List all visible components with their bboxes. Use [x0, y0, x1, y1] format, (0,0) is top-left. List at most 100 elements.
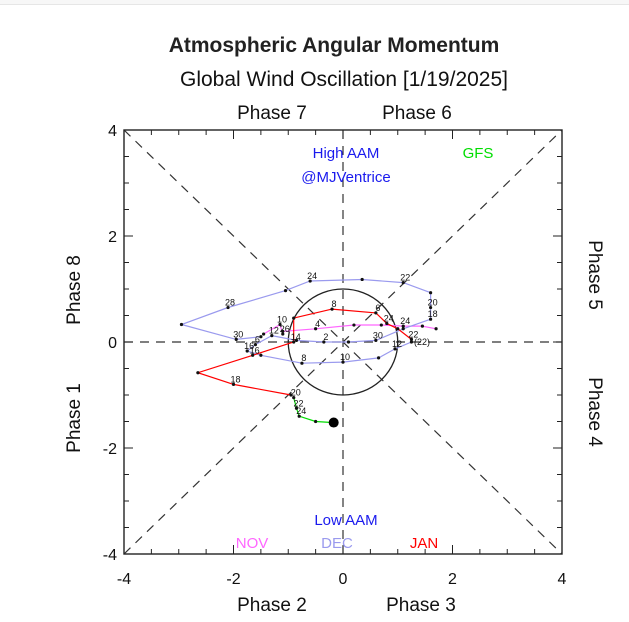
data-label: 24 — [400, 316, 410, 326]
data-point — [314, 327, 318, 331]
data-label: 14 — [291, 332, 301, 342]
data-point — [420, 324, 424, 328]
phase-4-label: Phase 4 — [584, 377, 605, 447]
data-point — [281, 329, 285, 333]
data-point — [283, 288, 288, 293]
data-point — [393, 347, 397, 351]
data-label: 8 — [332, 299, 337, 309]
phase-8-label: Phase 8 — [64, 255, 85, 325]
data-point — [226, 305, 230, 310]
y-tick-label: 4 — [108, 123, 117, 140]
data-point — [292, 340, 296, 344]
current-position-marker — [328, 417, 339, 428]
data-point — [308, 279, 312, 283]
data-label: 16 — [244, 341, 254, 351]
data-point — [352, 323, 356, 327]
y-tick-label: -2 — [103, 441, 117, 458]
data-label: 4 — [315, 319, 320, 329]
data-point — [253, 343, 257, 347]
data-point — [429, 317, 433, 321]
data-label: 6 — [255, 335, 260, 345]
data-label: 28 — [225, 298, 235, 308]
high-aam-label: High AAM — [313, 145, 380, 162]
data-point — [434, 327, 438, 331]
data-label: 12 — [269, 326, 279, 336]
data-point — [401, 327, 405, 331]
data-point — [281, 332, 285, 336]
forecast-mark: (22) — [414, 337, 430, 347]
window-top-border — [0, 0, 629, 5]
data-label: 16 — [250, 345, 260, 355]
data-point — [374, 338, 378, 343]
data-point — [401, 281, 405, 285]
chart-subtitle: Global Wind Oscillation [1/19/2025] — [180, 68, 508, 91]
data-point — [294, 338, 299, 343]
gfs-label: GFS — [463, 145, 494, 162]
data-point — [259, 335, 263, 339]
data-point — [409, 337, 414, 341]
data-label: 24 — [296, 406, 306, 416]
x-tick-label: 2 — [448, 571, 457, 588]
series-line-nov — [263, 323, 437, 335]
data-label: 10 — [277, 315, 287, 325]
chart-title: Atmospheric Angular Momentum — [169, 34, 500, 57]
data-point — [289, 393, 293, 397]
handle-label: @MJVentrice — [301, 169, 390, 186]
x-tick-label: -4 — [117, 571, 131, 588]
data-point — [251, 353, 255, 357]
data-label: 12 — [392, 339, 402, 349]
data-label: 26 — [280, 324, 290, 334]
data-label: 24 — [384, 313, 394, 323]
data-point — [292, 316, 296, 320]
data-point — [259, 353, 263, 357]
data-label: 20 — [428, 298, 438, 308]
data-point — [262, 332, 266, 336]
phase-3-label: Phase 3 — [386, 595, 456, 616]
data-point — [196, 371, 200, 375]
axis-tick-labels: -4 -2 0 2 4 4 2 0 -2 -4 — [103, 123, 567, 588]
data-point — [401, 324, 405, 328]
data-label: 6 — [375, 303, 380, 313]
data-label: 24 — [307, 271, 317, 281]
data-point — [330, 307, 334, 311]
data-point — [294, 406, 299, 410]
data-point — [341, 360, 345, 364]
low-aam-label: Low AAM — [314, 512, 377, 529]
data-point — [245, 349, 249, 353]
legend-jan: JAN — [410, 535, 438, 552]
phase-6-label: Phase 6 — [382, 103, 452, 124]
phase-7-label: Phase 7 — [237, 103, 307, 124]
data-point — [270, 334, 274, 338]
data-label: 18 — [428, 309, 438, 319]
data-label: 30 — [373, 330, 383, 340]
data-label: 18 — [230, 374, 240, 384]
data-label: 30 — [233, 329, 243, 339]
phase-2-label: Phase 2 — [237, 595, 307, 616]
data-point — [379, 323, 383, 327]
phase-5-label: Phase 5 — [584, 240, 605, 310]
data-label: 10 — [340, 352, 350, 362]
y-tick-label: -4 — [103, 547, 117, 564]
data-point — [374, 311, 378, 315]
data-label: 20 — [291, 388, 301, 398]
data-point — [360, 277, 364, 282]
y-tick-label: 0 — [108, 335, 117, 352]
data-point — [346, 340, 351, 344]
data-point — [322, 340, 326, 344]
data-point — [292, 396, 296, 400]
axis-ticks — [123, 129, 563, 555]
data-label: 8 — [301, 353, 306, 363]
data-point — [234, 337, 238, 341]
legend-nov: NOV — [236, 535, 269, 552]
data-point — [314, 419, 318, 424]
data-label: 22 — [293, 398, 303, 408]
data-label: 22 — [408, 329, 418, 339]
x-tick-label: 0 — [339, 571, 348, 588]
data-point — [429, 305, 433, 310]
data-label: 2 — [323, 332, 328, 342]
data-point — [376, 356, 381, 360]
